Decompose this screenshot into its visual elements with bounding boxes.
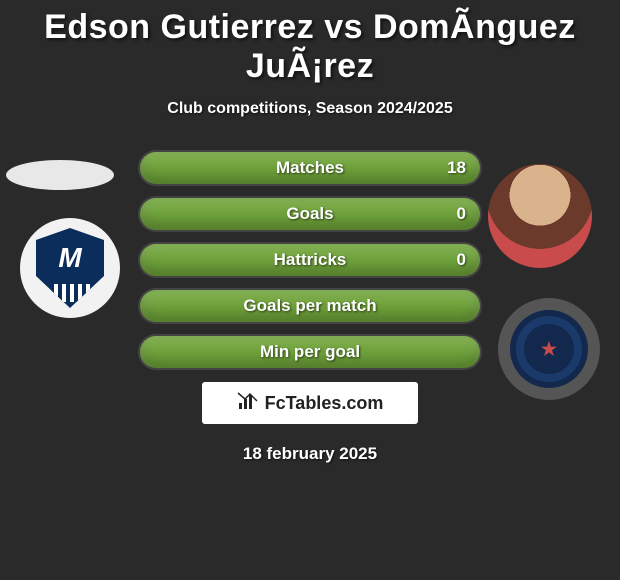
stat-value: 0	[457, 204, 466, 224]
club-left-stripes-icon	[50, 284, 90, 302]
stat-row: Goals per match	[140, 290, 480, 322]
comparison-subtitle: Club competitions, Season 2024/2025	[0, 100, 620, 118]
stat-label: Hattricks	[274, 250, 347, 270]
stat-label: Goals per match	[243, 296, 376, 316]
watermark: FcTables.com	[202, 382, 418, 424]
club-right-star-icon: ★	[510, 310, 588, 388]
comparison-content: M ★ Matches 18 Goals 0 Hattricks 0 Goals…	[0, 152, 620, 464]
comparison-date: 18 february 2025	[0, 444, 620, 464]
watermark-text: FcTables.com	[265, 393, 384, 414]
club-right-badge-icon: ★	[510, 310, 588, 388]
stat-value: 0	[457, 250, 466, 270]
stat-row: Min per goal	[140, 336, 480, 368]
comparison-title: Edson Gutierrez vs DomÃnguez JuÃ¡rez	[0, 0, 620, 86]
club-left-letter: M	[58, 242, 81, 274]
player-left-avatar	[6, 160, 114, 190]
chart-icon	[237, 391, 259, 416]
club-right-logo: ★	[498, 298, 600, 400]
player-right-avatar	[488, 164, 592, 268]
club-left-shield-icon: M	[36, 228, 104, 308]
stat-row: Hattricks 0	[140, 244, 480, 276]
stat-row: Matches 18	[140, 152, 480, 184]
stat-value: 18	[447, 158, 466, 178]
stat-bars: Matches 18 Goals 0 Hattricks 0 Goals per…	[140, 152, 480, 368]
stat-label: Goals	[286, 204, 333, 224]
stat-label: Min per goal	[260, 342, 360, 362]
club-left-logo: M	[20, 218, 120, 318]
stat-row: Goals 0	[140, 198, 480, 230]
stat-label: Matches	[276, 158, 344, 178]
